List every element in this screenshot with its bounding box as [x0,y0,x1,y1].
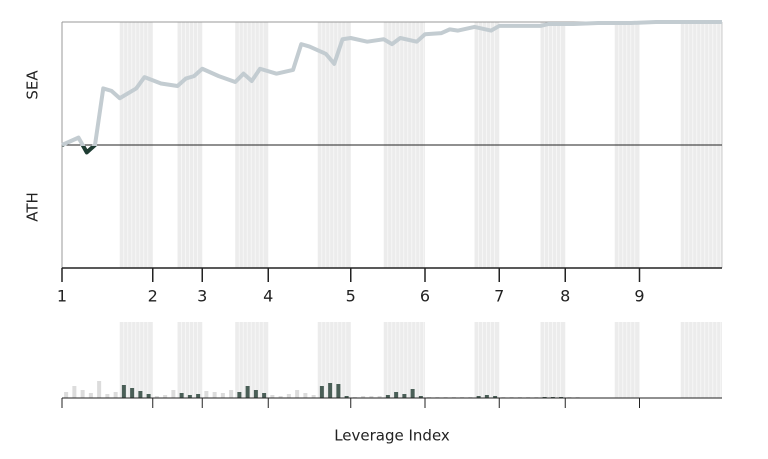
y-label-bottom: ATH [24,192,42,222]
bar [80,390,85,398]
x-tick-label: 8 [560,287,570,306]
bar [295,390,300,398]
bar [130,388,135,398]
bar [64,392,69,398]
bar [88,393,93,398]
bar [97,381,102,398]
bar [212,392,217,398]
bar [410,389,415,398]
bar [113,392,118,398]
bar [270,395,275,398]
bar [278,396,283,398]
bar [328,383,333,398]
bar [493,396,498,398]
bar [484,395,489,398]
bar [204,391,209,398]
bar [229,390,234,398]
x-tick-label: 3 [197,287,207,306]
bar [187,395,192,398]
x-tick-label: 5 [346,287,356,306]
x-tick-label: 4 [263,287,273,306]
x-tick-label: 2 [148,287,158,306]
bar [336,384,341,398]
bar [105,394,110,398]
bar [344,396,349,398]
bar [179,393,184,398]
bar [72,386,77,398]
bar [311,395,316,398]
bar [154,396,159,398]
bar [394,392,399,398]
bar [196,394,201,398]
x-tick-label: 1 [57,287,67,306]
bar [262,393,267,398]
x-tick-label: 7 [494,287,504,306]
x-axis-label: Leverage Index [334,427,450,445]
bar [163,395,168,398]
bar [361,396,366,398]
bar [253,390,258,398]
bar [369,396,374,398]
bar [121,385,126,398]
bar [220,393,225,398]
bar [377,396,382,398]
bar [237,392,242,398]
bar [319,386,324,398]
bar [171,390,176,398]
bar [476,396,481,398]
bar [146,394,151,398]
bar [385,395,390,398]
bar [245,386,250,398]
x-tick-label: 6 [420,287,430,306]
y-label-top: SEA [24,70,42,100]
bar [138,391,143,398]
shaded-span [680,322,722,398]
bar [418,396,423,398]
win-line [61,20,722,155]
bar [286,394,291,398]
bar [402,394,407,398]
bar [303,393,308,398]
x-tick-label: 9 [634,287,644,306]
shaded-span [383,322,425,398]
